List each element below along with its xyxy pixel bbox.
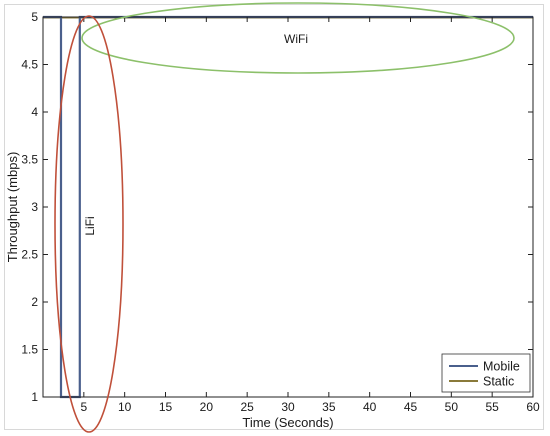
y-tick-label: 3.5	[21, 153, 38, 167]
legend-label-mobile: Mobile	[483, 360, 520, 374]
x-tick-label: 5	[80, 400, 87, 414]
lifi-annotation-ellipse	[54, 15, 124, 433]
x-ticks: 5 10 15 20 25 30 35 40 45 50 55 60	[80, 17, 540, 414]
y-ticks: 1 1.5 2 2.5 3 3.5 4 4.5 5	[21, 10, 533, 404]
wifi-annotation-label: WiFi	[284, 32, 308, 46]
x-tick-label: 20	[200, 400, 214, 414]
y-tick-label: 3	[31, 200, 38, 214]
y-tick-label: 2	[31, 295, 38, 309]
legend-label-static: Static	[483, 375, 514, 389]
annotations: WiFi LiFi	[54, 2, 515, 433]
x-tick-label: 30	[281, 400, 295, 414]
x-tick-label: 55	[485, 400, 499, 414]
x-axis-label: Time (Seconds)	[242, 415, 333, 430]
legend-box	[441, 353, 531, 393]
x-tick-label: 40	[363, 400, 377, 414]
lifi-annotation-label: LiFi	[83, 216, 97, 235]
x-tick-label: 45	[404, 400, 418, 414]
x-tick-label: 15	[159, 400, 173, 414]
x-tick-label: 35	[322, 400, 336, 414]
y-tick-label: 2.5	[21, 248, 38, 262]
legend: Mobile Static	[441, 353, 531, 393]
y-tick-label: 4.5	[21, 58, 38, 72]
y-axis-label: Throughput (mbps)	[5, 152, 20, 263]
y-tick-label: 4	[31, 105, 38, 119]
wifi-annotation-ellipse	[81, 2, 515, 74]
x-tick-label: 60	[526, 400, 540, 414]
y-tick-label: 1	[31, 390, 38, 404]
x-tick-label: 50	[445, 400, 459, 414]
y-tick-label: 5	[31, 10, 38, 24]
x-tick-label: 10	[118, 400, 132, 414]
x-tick-label: 25	[240, 400, 254, 414]
y-tick-label: 1.5	[21, 343, 38, 357]
